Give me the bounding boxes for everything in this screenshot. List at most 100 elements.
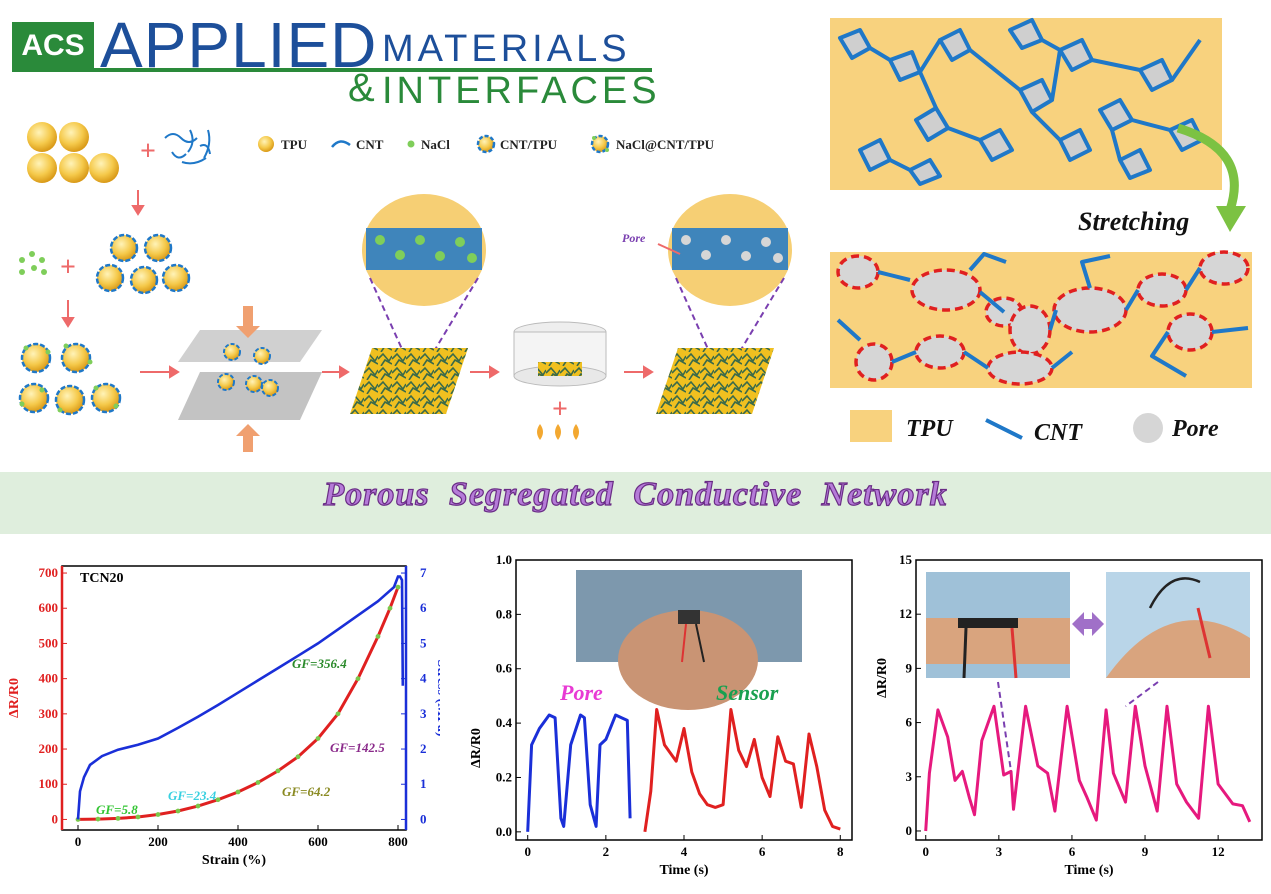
- y-right-tick-label: 6: [420, 600, 427, 615]
- strain-response-chart: 0 200 400 600 800 0 100 200 300 400 500 600 700 0 1 2 3 4…: [7, 565, 440, 868]
- y-left-tick-label: 500: [39, 635, 59, 650]
- y-tick-label: 0.2: [496, 769, 512, 784]
- y-tick-label: 0.6: [496, 661, 513, 676]
- legend-cnt-swatch: [985, 418, 1023, 440]
- cnt-network-after: [836, 252, 1249, 378]
- neck-photo-skin: [618, 610, 758, 710]
- x-tick-label: 0: [922, 844, 929, 859]
- resistance-point: [355, 676, 361, 682]
- y-right-tick-label: 2: [420, 741, 427, 756]
- y-tick-label: 0.0: [496, 824, 512, 839]
- y-left-axis-label: ΔR/R0: [7, 678, 22, 718]
- y-left-tick-label: 700: [39, 565, 59, 580]
- tpu-particles: [27, 122, 119, 183]
- x-tick-label: 0: [75, 834, 82, 849]
- journal-title-ampersand: &: [348, 66, 375, 110]
- pore-label: Pore: [622, 231, 646, 245]
- plot-frame: [915, 559, 1263, 841]
- process-legend: TPU CNT NaCl CNT/TPU NaCl@CNT/TPU: [258, 134, 715, 154]
- y-right-axis-label: Stress (MPa): [434, 659, 440, 736]
- gauge-factor-annotation: GF=356.4: [292, 656, 347, 671]
- series-stress-line: [76, 575, 405, 820]
- y-tick-label: 6: [906, 715, 913, 730]
- x-tick-label: 9: [1142, 844, 1149, 859]
- porous-sheet-zoom: Pore: [622, 194, 792, 414]
- y-right-tick-label: 1: [420, 776, 427, 791]
- journal-logo-acs: ACS: [12, 22, 94, 70]
- resistance-point: [295, 754, 301, 760]
- legend-pore-text: Pore: [1171, 416, 1219, 442]
- y-axis-label: ΔR/R0: [469, 728, 484, 768]
- resistance-point: [195, 803, 201, 809]
- cnt-network-before: [838, 18, 1204, 186]
- sample-label: TCN20: [80, 571, 124, 586]
- x-tick-label: 6: [1069, 844, 1076, 859]
- plot-frame: [61, 565, 407, 831]
- legend-tpu: TPU: [281, 137, 308, 152]
- x-tick-label: 4: [681, 844, 688, 859]
- series-pore-line: [526, 713, 632, 832]
- x-axis-label: Time (s): [1064, 863, 1113, 878]
- y-tick-label: 12: [899, 606, 912, 621]
- water-bath: +: [513, 321, 607, 440]
- resistance-point: [95, 816, 101, 822]
- y-tick-label: 0.4: [496, 715, 513, 730]
- legend-cnt: CNT: [356, 137, 384, 152]
- series-resistance-line: [77, 586, 400, 821]
- stretching-arrow: [1176, 123, 1239, 212]
- nacl-particles: [19, 251, 47, 275]
- sensor-series-label: Sensor: [716, 680, 779, 705]
- series-sensor-line: [643, 708, 841, 833]
- gauge-factor-annotation: GF=142.5: [330, 740, 385, 755]
- series-bending-line: [924, 704, 1252, 832]
- y-left-tick-label: 300: [39, 706, 59, 721]
- resistance-point: [175, 808, 181, 814]
- y-right-tick-label: 4: [420, 671, 427, 686]
- resistance-point: [115, 815, 121, 821]
- y-left-tick-label: 400: [39, 671, 59, 686]
- resistance-point: [335, 711, 341, 717]
- legend-pore-swatch: [1133, 413, 1163, 443]
- y-tick-label: 3: [906, 769, 913, 784]
- x-axis-label: Strain (%): [202, 853, 267, 868]
- x-tick-label: 800: [388, 834, 408, 849]
- legend-cnt-text: CNT: [1034, 420, 1083, 446]
- gauge-factor-annotation: GF=64.2: [282, 784, 331, 799]
- y-tick-label: 1.0: [496, 552, 512, 567]
- y-left-tick-label: 200: [39, 741, 59, 756]
- gauge-factor-annotation: GF=23.4: [168, 788, 217, 803]
- resistance-point: [315, 736, 321, 741]
- journal-title-interfaces: INTERFACES: [382, 70, 661, 112]
- pore-series-label: Pore: [559, 680, 603, 705]
- joint-bending-chart: 0 3 6 9 12 0 3 6 9 12 15 Time (s) ΔR/R0: [875, 552, 1263, 878]
- y-right-tick-label: 5: [420, 635, 427, 650]
- y-axis-label: ΔR/R0: [875, 658, 890, 698]
- resistance-point: [215, 797, 221, 803]
- legend-tpu-text: TPU: [906, 416, 954, 442]
- resistance-point: [155, 812, 161, 817]
- x-tick-label: 12: [1212, 844, 1225, 859]
- x-tick-label: 6: [759, 844, 766, 859]
- banner-title: Porous Segregated Conductive Network: [323, 475, 948, 513]
- nacl-cnt-tpu-composite: [18, 342, 122, 416]
- y-right-tick-label: 7: [420, 565, 427, 580]
- photo-callout-line: [1124, 681, 1159, 708]
- photo-callout-line: [997, 681, 1013, 772]
- legend-nacl: NaCl: [421, 137, 450, 152]
- y-left-tick-label: 100: [39, 776, 59, 791]
- stretching-schematic: Stretching TPU CNT Pore: [830, 18, 1252, 446]
- svg-text:+: +: [552, 394, 568, 425]
- journal-title-materials: MATERIALS: [382, 28, 631, 70]
- cnt-strands: [164, 129, 211, 165]
- fabrication-process-diagram: + TPU CNT NaCl CNT/TPU NaCl@CNT/TPU +: [18, 122, 792, 452]
- hot-press-plates: [178, 306, 322, 452]
- y-right-tick-label: 0: [420, 811, 427, 826]
- resistance-point: [135, 814, 141, 820]
- y-left-tick-label: 600: [39, 600, 59, 615]
- journal-logo-rule: [12, 68, 652, 72]
- svg-text:+: +: [140, 136, 156, 167]
- y-tick-label: 0.8: [496, 606, 513, 621]
- y-tick-label: 9: [906, 660, 913, 675]
- y-tick-label: 0: [906, 823, 913, 838]
- y-left-tick-label: 0: [52, 811, 59, 826]
